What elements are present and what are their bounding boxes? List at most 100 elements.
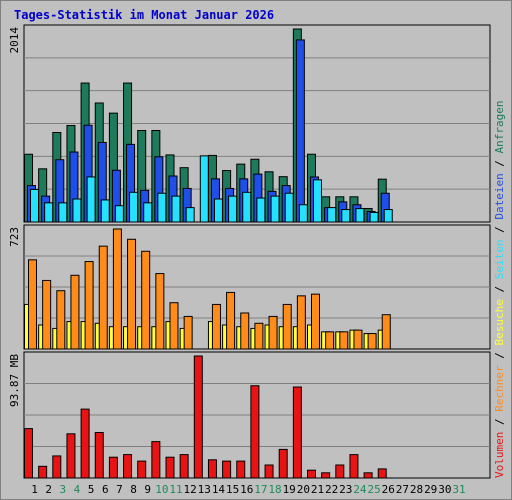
bar-rechner-day-2: [42, 279, 52, 350]
bar-rechner-day-6: [98, 245, 108, 350]
bar-seiten-day-1: [30, 188, 39, 223]
bar-volumen-day-22: [321, 472, 331, 479]
bar-seiten-day-14: [213, 198, 223, 223]
y-max-label: 93.87 MB: [8, 354, 21, 407]
bar-volumen-day-11: [165, 456, 175, 479]
x-tick-label: 27: [396, 483, 409, 496]
x-tick-label: 14: [212, 483, 226, 496]
bar-rechner-day-8: [127, 238, 137, 350]
bar-rechner-day-4: [70, 274, 80, 350]
bar-volumen-day-5: [80, 408, 90, 479]
legend: Volumen / Rechner / Besuche / Seiten / D…: [493, 100, 506, 478]
x-tick-label: 4: [74, 483, 81, 496]
legend-separator: /: [493, 279, 506, 299]
bar-seiten-day-24: [355, 208, 365, 223]
bar-seiten-day-11: [171, 195, 181, 223]
bar-rechner-day-12: [183, 315, 193, 350]
bar-rechner-day-24: [353, 329, 363, 350]
bar-seiten-day-5: [86, 176, 96, 223]
bar-seiten-day-19: [284, 192, 294, 223]
bar-seiten-day-15: [228, 195, 238, 223]
x-tick-label: 29: [424, 483, 437, 496]
bar-rechner-day-15: [226, 291, 236, 350]
legend-separator: /: [493, 346, 506, 366]
panel-2: 723: [8, 224, 491, 350]
x-tick-label: 3: [59, 483, 66, 496]
legend-item-rechner: Rechner: [493, 365, 506, 412]
bar-seiten-day-2: [44, 202, 54, 223]
bar-rechner-day-7: [112, 228, 122, 350]
panel-3: 93.87 MB: [8, 351, 491, 479]
bar-volumen-day-15: [222, 460, 232, 479]
bar-volumen-day-14: [207, 459, 217, 479]
legend-text: Volumen / Rechner / Besuche / Seiten / D…: [493, 100, 506, 478]
bar-volumen-day-25: [363, 472, 373, 479]
bar-seiten-day-7: [114, 205, 124, 223]
bar-volumen-day-4: [66, 433, 76, 479]
x-tick-label: 28: [410, 483, 423, 496]
bar-seiten-day-3: [58, 202, 68, 223]
legend-separator: /: [493, 412, 506, 432]
y-max-label: 2014: [8, 27, 21, 54]
bar-rechner-day-14: [211, 303, 221, 350]
bar-volumen-day-26: [377, 468, 387, 479]
bar-volumen-day-24: [349, 454, 359, 479]
x-tick-label: 31: [452, 483, 465, 496]
bar-seiten-day-25: [369, 211, 379, 223]
legend-separator: /: [493, 220, 506, 240]
bar-dateien-day-20: [295, 39, 305, 223]
chart-panels: 2014 723 93.87 MB: [8, 24, 491, 479]
legend-item-seiten: Seiten: [493, 240, 506, 280]
x-tick-label: 2: [45, 483, 52, 496]
bar-rechner-day-21: [311, 293, 320, 350]
x-tick-label: 8: [130, 483, 137, 496]
x-tick-label: 6: [102, 483, 109, 496]
x-tick-label: 21: [311, 483, 324, 496]
bar-seiten-day-22: [327, 207, 337, 223]
bar-volumen-day-18: [264, 464, 274, 479]
x-tick-label: 9: [144, 483, 151, 496]
y-max-label: 723: [8, 227, 21, 247]
bar-volumen-day-8: [123, 454, 133, 479]
x-tick-label: 19: [283, 483, 296, 496]
x-tick-label: 20: [297, 483, 310, 496]
legend-item-dateien: Dateien: [493, 173, 506, 219]
bar-volumen-day-3: [52, 455, 62, 479]
bar-volumen-day-23: [335, 464, 345, 479]
bar-rechner-day-9: [141, 250, 151, 350]
x-tick-label: 17: [254, 483, 267, 496]
bar-seiten-day-17: [256, 197, 266, 223]
bar-volumen-day-6: [94, 432, 104, 479]
panel-1: 2014: [8, 24, 491, 223]
x-axis-labels: 1 2 3 4 5 6 7 8 9 10 11 12 13 14 15 16 17 18 19 20 21 22 23 24 2…: [31, 483, 465, 496]
bar-volumen-day-2: [38, 465, 48, 479]
legend-item-volumen: Volumen: [493, 432, 506, 478]
bar-rechner-day-19: [282, 303, 292, 350]
bar-seiten-day-16: [242, 191, 252, 223]
bar-seiten-day-13: [199, 155, 209, 223]
bar-volumen-day-21: [307, 469, 316, 479]
bar-rechner-day-18: [268, 315, 278, 350]
bar-seiten-day-21: [313, 179, 322, 223]
bar-rechner-day-22: [325, 331, 335, 350]
x-tick-label: 13: [198, 483, 211, 496]
x-tick-label: 24: [353, 483, 367, 496]
x-tick-label: 11: [169, 483, 182, 496]
bar-volumen-day-20: [292, 386, 302, 479]
bar-rechner-day-25: [367, 333, 377, 350]
bar-seiten-day-8: [129, 191, 139, 223]
x-tick-label: 26: [382, 483, 395, 496]
bar-rechner-day-10: [155, 273, 165, 350]
bar-volumen-day-16: [236, 460, 246, 479]
bar-seiten-day-9: [143, 202, 153, 223]
legend-item-besuche: Besuche: [493, 299, 506, 345]
x-tick-label: 25: [367, 483, 380, 496]
bar-rechner-day-20: [296, 295, 306, 350]
bar-rechner-day-5: [84, 261, 94, 350]
x-tick-label: 7: [116, 483, 123, 496]
x-tick-label: 16: [240, 483, 253, 496]
bar-rechner-day-26: [381, 314, 391, 350]
x-tick-label: 30: [438, 483, 451, 496]
bar-seiten-day-18: [270, 195, 280, 223]
